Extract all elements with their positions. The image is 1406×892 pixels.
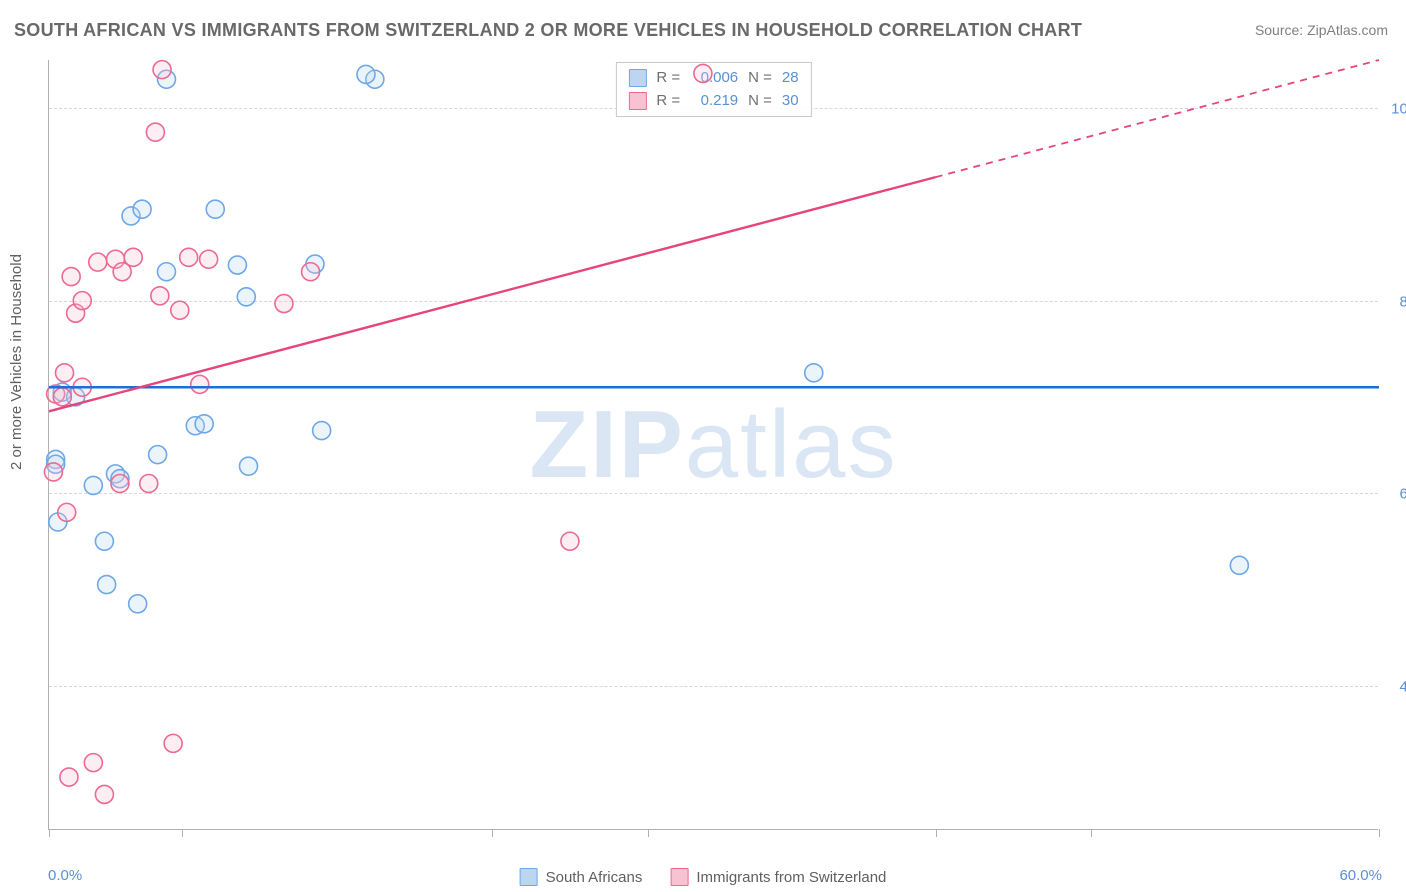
legend-item: South Africans <box>520 868 643 886</box>
regression-line-extrapolated <box>936 60 1379 177</box>
x-tick <box>492 829 493 837</box>
y-tick-label: 80.0% <box>1386 293 1406 310</box>
scatter-svg <box>49 60 1378 829</box>
chart-title: SOUTH AFRICAN VS IMMIGRANTS FROM SWITZER… <box>14 20 1082 41</box>
data-point <box>151 287 169 305</box>
data-point <box>180 248 198 266</box>
correlation-chart: SOUTH AFRICAN VS IMMIGRANTS FROM SWITZER… <box>0 0 1406 892</box>
data-point <box>237 288 255 306</box>
x-axis-max-label: 60.0% <box>1339 867 1382 884</box>
data-point <box>195 415 213 433</box>
y-axis-label: 2 or more Vehicles in Household <box>8 254 25 470</box>
data-point <box>805 364 823 382</box>
data-point <box>98 576 116 594</box>
data-point <box>84 754 102 772</box>
y-tick-label: 40.0% <box>1386 678 1406 695</box>
data-point <box>191 375 209 393</box>
data-point <box>58 503 76 521</box>
legend-item: Immigrants from Switzerland <box>670 868 886 886</box>
data-point <box>228 256 246 274</box>
x-tick <box>182 829 183 837</box>
data-point <box>1230 556 1248 574</box>
legend-label: Immigrants from Switzerland <box>696 869 886 886</box>
data-point <box>313 422 331 440</box>
data-point <box>694 64 712 82</box>
x-axis-min-label: 0.0% <box>48 867 82 884</box>
data-point <box>146 123 164 141</box>
data-point <box>133 200 151 218</box>
source-attribution: Source: ZipAtlas.com <box>1255 22 1388 38</box>
data-point <box>149 446 167 464</box>
x-tick <box>1091 829 1092 837</box>
data-point <box>140 475 158 493</box>
x-tick <box>936 829 937 837</box>
data-point <box>73 292 91 310</box>
x-tick <box>49 829 50 837</box>
data-point <box>44 463 62 481</box>
data-point <box>129 595 147 613</box>
data-point <box>53 388 71 406</box>
data-point <box>200 250 218 268</box>
data-point <box>561 532 579 550</box>
data-point <box>111 475 129 493</box>
data-point <box>275 295 293 313</box>
data-point <box>206 200 224 218</box>
data-point <box>60 768 78 786</box>
regression-line <box>49 177 936 411</box>
data-point <box>56 364 74 382</box>
data-point <box>302 263 320 281</box>
data-point <box>357 65 375 83</box>
legend-swatch <box>520 868 538 886</box>
data-point <box>124 248 142 266</box>
data-point <box>157 263 175 281</box>
y-tick-label: 60.0% <box>1386 486 1406 503</box>
data-point <box>164 734 182 752</box>
legend-label: South Africans <box>546 869 643 886</box>
series-legend: South Africans Immigrants from Switzerlan… <box>520 868 887 886</box>
data-point <box>89 253 107 271</box>
x-tick <box>1379 829 1380 837</box>
data-point <box>95 532 113 550</box>
data-point <box>62 268 80 286</box>
data-point <box>171 301 189 319</box>
data-point <box>95 785 113 803</box>
legend-swatch <box>670 868 688 886</box>
y-tick-label: 100.0% <box>1386 101 1406 118</box>
plot-area: ZIPatlas 40.0%60.0%80.0%100.0% R =0.006N… <box>48 60 1378 830</box>
data-point <box>240 457 258 475</box>
data-point <box>84 476 102 494</box>
x-tick <box>648 829 649 837</box>
data-point <box>153 61 171 79</box>
